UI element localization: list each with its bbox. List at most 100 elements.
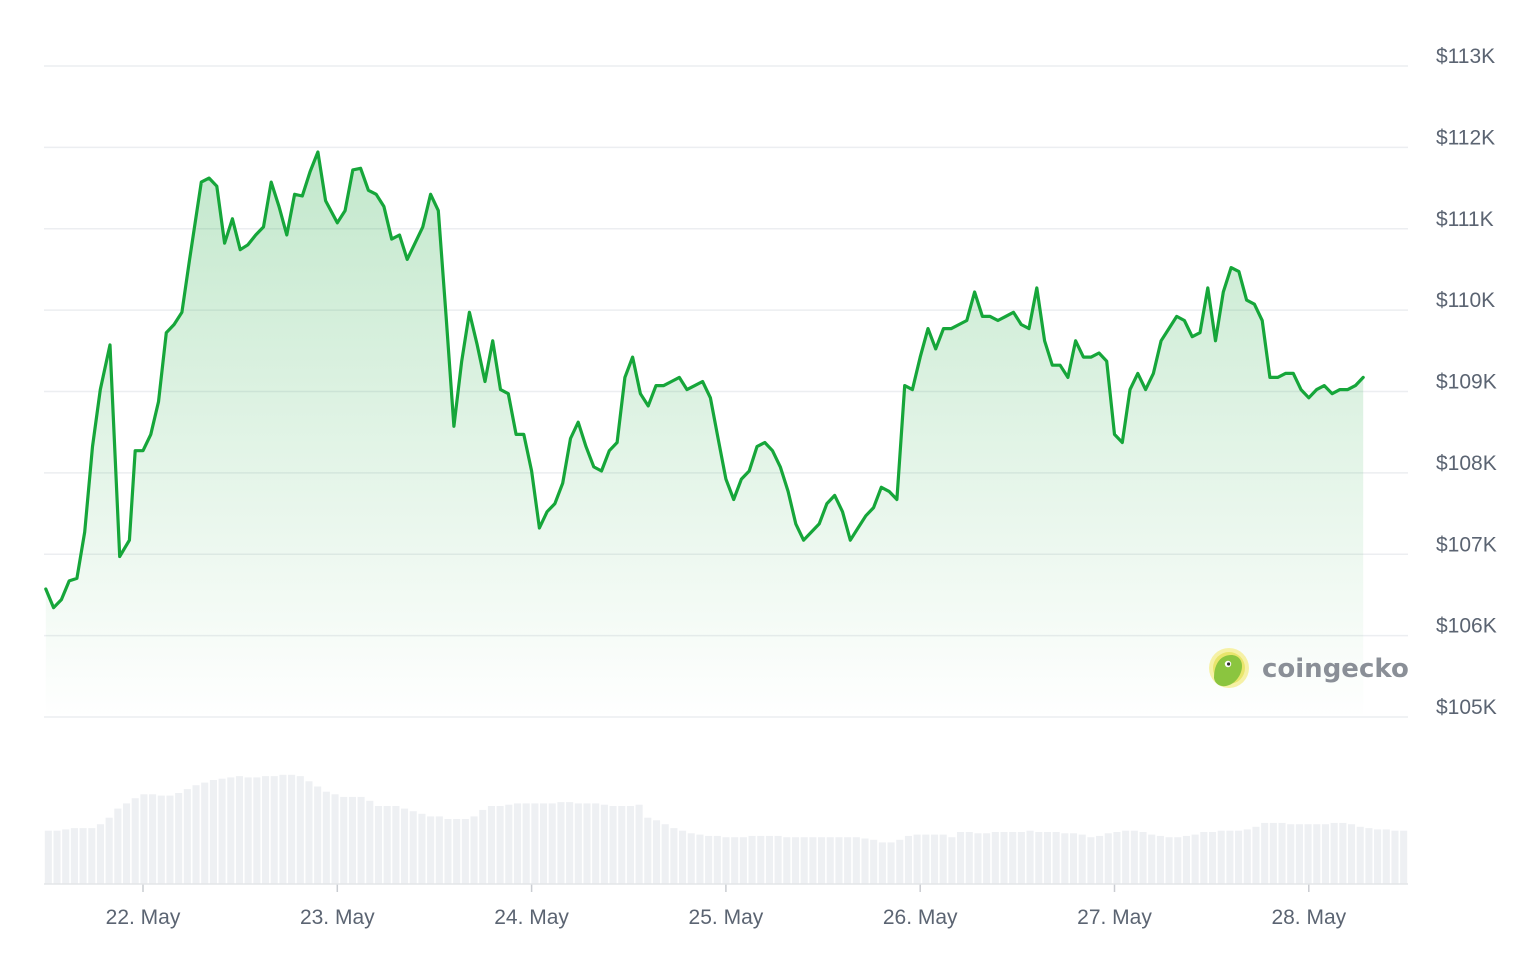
volume-bar [105, 817, 113, 884]
volume-bar [88, 828, 96, 884]
volume-bar [983, 833, 991, 884]
coingecko-watermark: coingecko [1209, 648, 1409, 688]
volume-bar [122, 803, 131, 884]
volume-bar [1226, 830, 1234, 884]
volume-bar [1304, 824, 1312, 884]
volume-bar [1391, 830, 1399, 884]
y-tick-label: $111K [1436, 208, 1494, 231]
volume-bar [852, 837, 860, 884]
volume-bar [522, 803, 530, 884]
volume-bar [1096, 835, 1104, 884]
volume-bar [670, 828, 678, 884]
price-line [44, 150, 1365, 610]
volume-bar [861, 838, 869, 884]
volume-bar [166, 795, 174, 884]
y-tick-label: $113K [1436, 45, 1495, 68]
volume-bar [114, 808, 122, 884]
volume-bar [1026, 830, 1034, 884]
volume-bar [635, 804, 643, 884]
volume-bar [305, 781, 313, 884]
volume-bar [826, 837, 834, 884]
volume-bar [209, 780, 217, 884]
volume-bar [1365, 828, 1373, 884]
volume-bar [340, 796, 348, 884]
volume-bar [1295, 824, 1303, 884]
volume-bar [618, 806, 626, 884]
x-tick-label: 23. May [300, 906, 375, 929]
volume-bar [583, 803, 591, 884]
volume-bar [731, 837, 739, 884]
volume-bar [531, 803, 539, 884]
volume-bar [1287, 824, 1295, 884]
volume-bar [1200, 832, 1208, 884]
volume-bar [1321, 824, 1330, 884]
volume-bar [574, 803, 582, 884]
volume-bar [1313, 824, 1321, 884]
y-tick-label: $110K [1436, 289, 1495, 312]
volume-bar [748, 835, 756, 884]
x-tick-label: 24. May [494, 906, 569, 929]
volume-bar [1165, 837, 1173, 884]
volume-bar [1261, 822, 1269, 884]
volume-bar [183, 789, 191, 884]
volume-bar [1069, 833, 1078, 884]
volume-bar [227, 777, 235, 884]
volume-bar [800, 837, 808, 884]
y-tick-label: $108K [1436, 452, 1497, 475]
volume-bar [201, 782, 209, 884]
volume-bar [974, 833, 982, 884]
volume-bar [357, 796, 365, 884]
volume-bar [427, 816, 435, 884]
x-tick-label: 22. May [106, 906, 181, 929]
volume-bar [1347, 824, 1356, 884]
volume-bar [957, 832, 965, 884]
volume-bar [1217, 830, 1225, 884]
volume-bar [131, 798, 139, 884]
x-tick-label: 25. May [689, 906, 764, 929]
volume-bar [1087, 837, 1095, 884]
volume-bar [652, 820, 661, 884]
volume-bar [149, 794, 157, 884]
volume-bar [418, 813, 426, 884]
volume-bar [887, 842, 895, 884]
volume-bar [366, 800, 374, 884]
volume-bar [79, 828, 87, 884]
volume-bar [70, 828, 78, 884]
volume-bar [1191, 834, 1199, 884]
volume-bar [348, 796, 356, 884]
volume-bar [896, 839, 904, 884]
volume-bar [540, 803, 548, 884]
volume-bar [913, 834, 921, 884]
volume-bar [705, 835, 713, 884]
volume-bar [1156, 835, 1164, 884]
volume-bar [609, 806, 617, 884]
volume-bar [175, 793, 183, 884]
y-tick-label: $106K [1436, 615, 1497, 638]
volume-bar [1374, 829, 1382, 884]
volume-bar [1174, 837, 1182, 884]
volume-bar [774, 835, 782, 884]
x-tick-label: 27. May [1077, 906, 1152, 929]
volume-bar [626, 806, 634, 884]
volume-bar [314, 786, 322, 884]
volume-bar [930, 834, 939, 884]
y-tick-label: $112K [1436, 126, 1495, 149]
volume-bar [279, 774, 287, 884]
volume-bar [1182, 835, 1190, 884]
volume-bar [1130, 830, 1138, 884]
volume-bar [461, 819, 469, 884]
volume-bar [444, 819, 452, 884]
volume-bar [844, 837, 852, 884]
volume-bar [253, 777, 261, 884]
volume-bar [435, 816, 443, 884]
volume-bar [644, 817, 652, 884]
volume-bar [722, 837, 730, 884]
volume-bar [470, 816, 478, 884]
volume-bar [791, 837, 800, 884]
volume-bar [765, 835, 773, 884]
volume-bar [96, 824, 105, 884]
volume-bar [244, 777, 252, 884]
y-axis-ticks: $113K $112K $111K $110K $109K $108K $107K $106K… [1436, 45, 1497, 719]
volume-bar [1252, 826, 1260, 884]
